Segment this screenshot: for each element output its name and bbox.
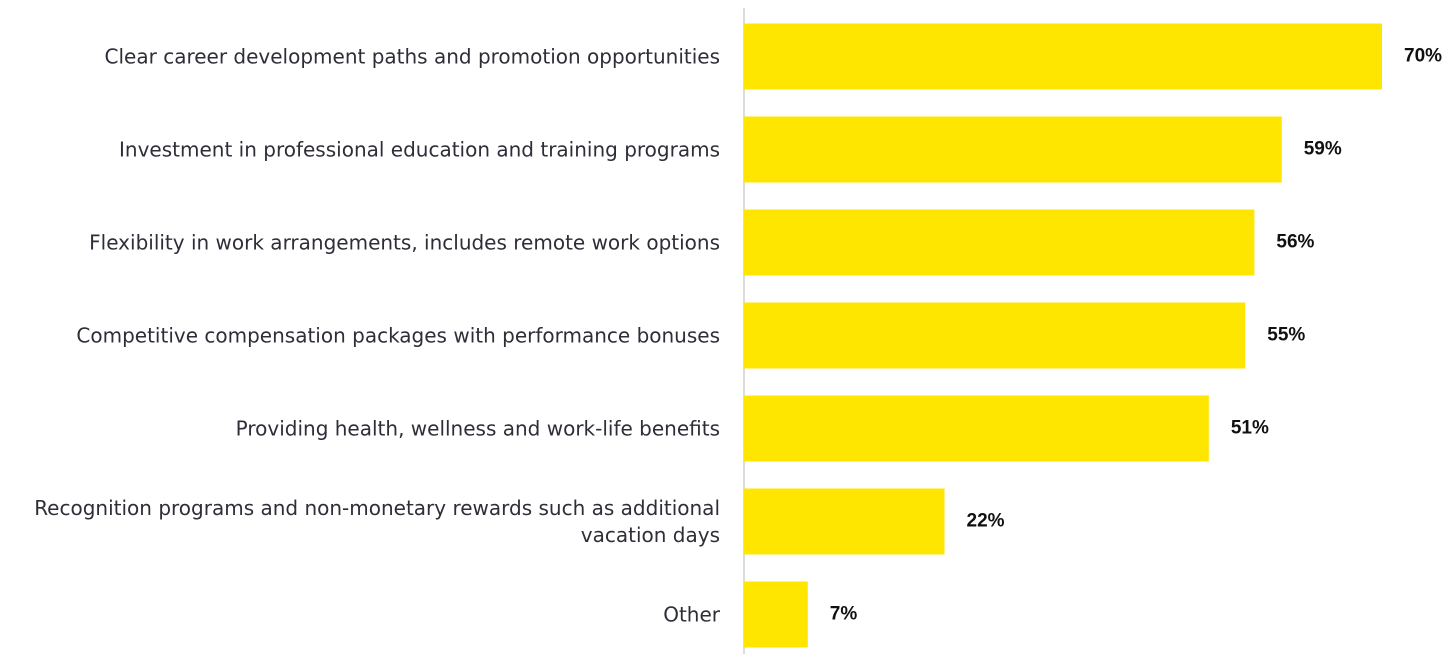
- bar: [744, 209, 1255, 276]
- category-label: Other: [663, 602, 720, 626]
- bar: [744, 581, 808, 648]
- bar: [744, 23, 1382, 90]
- value-label: 22%: [967, 511, 1005, 532]
- category-label: Clear career development paths and promo…: [104, 44, 720, 68]
- bar: [744, 395, 1209, 462]
- value-label: 51%: [1231, 418, 1269, 439]
- bar: [744, 488, 945, 555]
- value-label: 55%: [1267, 325, 1305, 346]
- category-label: Providing health, wellness and work-life…: [235, 416, 720, 440]
- value-label: 56%: [1276, 232, 1314, 253]
- category-label: Competitive compensation packages with p…: [76, 323, 720, 347]
- value-label: 59%: [1304, 139, 1342, 160]
- bar: [744, 302, 1246, 369]
- value-label: 70%: [1404, 46, 1442, 67]
- category-label: Flexibility in work arrangements, includ…: [89, 230, 720, 254]
- category-label: Recognition programs and non-monetary re…: [34, 495, 720, 547]
- value-label: 7%: [830, 604, 858, 625]
- category-label: Investment in professional education and…: [119, 137, 720, 161]
- bar: [744, 116, 1282, 183]
